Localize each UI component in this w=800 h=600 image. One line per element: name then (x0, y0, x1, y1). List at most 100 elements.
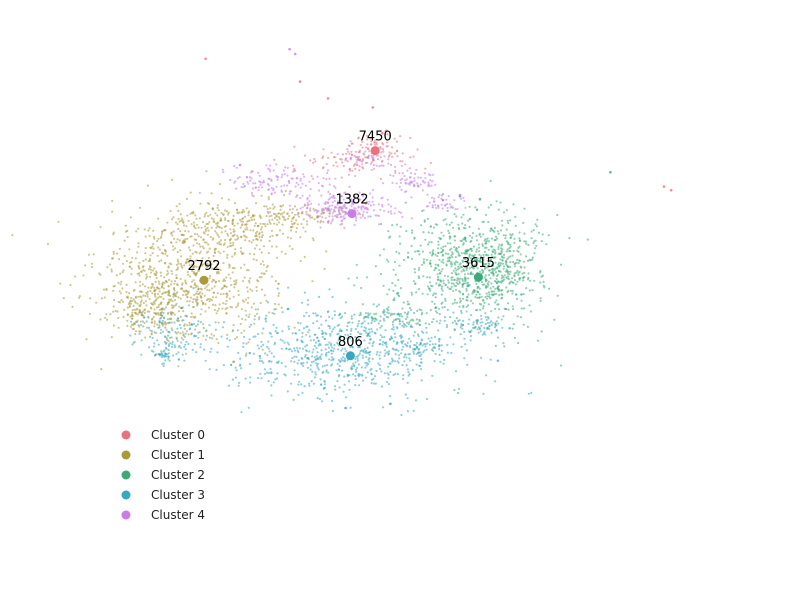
scatter-point (354, 335, 357, 339)
scatter-point (422, 275, 425, 278)
scatter-point (291, 208, 294, 211)
scatter-point (254, 222, 257, 225)
scatter-point (125, 296, 128, 299)
scatter-point (328, 197, 332, 200)
scatter-point (304, 345, 307, 348)
scatter-point (129, 302, 133, 305)
scatter-point (485, 266, 488, 269)
scatter-point (451, 302, 454, 305)
scatter-point (397, 278, 400, 282)
scatter-point (330, 208, 333, 211)
scatter-point (280, 250, 283, 253)
scatter-point (344, 152, 348, 155)
scatter-point (450, 221, 453, 224)
scatter-point (211, 303, 215, 306)
scatter-point (367, 148, 370, 151)
scatter-point (161, 319, 164, 322)
scatter-point (309, 207, 312, 210)
scatter-point (530, 237, 533, 240)
scatter-point (350, 205, 353, 208)
scatter-point (226, 337, 229, 340)
scatter-point (273, 343, 276, 346)
scatter-point (366, 346, 369, 349)
scatter-point (159, 331, 162, 334)
scatter-point (332, 210, 335, 213)
scatter-point (291, 247, 294, 251)
scatter-point (374, 214, 377, 217)
scatter-point (522, 260, 526, 263)
scatter-point (259, 301, 262, 305)
scatter-point (497, 270, 500, 273)
scatter-point (208, 336, 211, 339)
scatter-point (371, 188, 375, 191)
scatter-point (215, 222, 218, 225)
scatter-point (333, 344, 336, 347)
scatter-point (203, 294, 206, 297)
scatter-point (255, 234, 258, 237)
scatter-point (204, 359, 207, 362)
scatter-point (440, 260, 443, 263)
scatter-point (300, 212, 303, 215)
scatter-point (187, 230, 190, 233)
scatter-point (475, 250, 478, 253)
scatter-point (170, 280, 173, 283)
scatter-point (505, 228, 508, 231)
scatter-point (475, 258, 478, 262)
scatter-point (267, 198, 270, 201)
scatter-point (213, 308, 216, 312)
scatter-point (270, 245, 274, 248)
scatter-point (357, 137, 360, 140)
scatter-point (342, 390, 345, 393)
scatter-point (368, 353, 371, 356)
scatter-point (517, 272, 520, 275)
scatter-point (300, 301, 304, 304)
scatter-point (370, 161, 373, 164)
scatter-point (428, 287, 431, 290)
scatter-point (236, 329, 239, 332)
scatter-point (315, 354, 318, 357)
scatter-point (478, 232, 481, 235)
scatter-point (78, 295, 81, 298)
scatter-point (529, 279, 532, 282)
scatter-point (508, 282, 511, 285)
centroid-label: 2792 (187, 259, 220, 274)
scatter-point (497, 208, 500, 211)
scatter-point (410, 291, 413, 294)
series-cluster-1 (11, 178, 362, 371)
scatter-point (330, 352, 333, 355)
scatter-point (495, 299, 498, 302)
scatter-point (139, 284, 142, 287)
scatter-point (453, 262, 456, 265)
scatter-point (379, 334, 382, 337)
scatter-point (534, 223, 537, 226)
scatter-point (164, 359, 167, 362)
scatter-point (182, 239, 185, 242)
scatter-point (470, 249, 473, 252)
scatter-point (343, 192, 346, 195)
scatter-point (339, 216, 342, 219)
scatter-point (332, 350, 335, 353)
scatter-point (179, 326, 182, 330)
scatter-point (144, 246, 147, 250)
scatter-point (399, 181, 402, 184)
scatter-point (137, 242, 140, 245)
scatter-point (163, 308, 166, 311)
scatter-point (458, 387, 461, 390)
scatter-point (387, 377, 390, 380)
scatter-point (352, 201, 355, 204)
scatter-point (186, 296, 189, 299)
scatter-point (413, 311, 416, 315)
scatter-point (311, 280, 314, 283)
scatter-point (192, 271, 195, 274)
scatter-point (413, 331, 416, 334)
scatter-point (250, 177, 253, 180)
scatter-point (175, 205, 178, 208)
scatter-point (311, 370, 314, 373)
scatter-point (441, 248, 445, 251)
scatter-point (251, 170, 254, 173)
scatter-point (306, 223, 309, 226)
scatter-point (176, 327, 179, 330)
scatter-point (288, 190, 292, 193)
scatter-point (519, 265, 522, 268)
scatter-point (261, 231, 264, 234)
